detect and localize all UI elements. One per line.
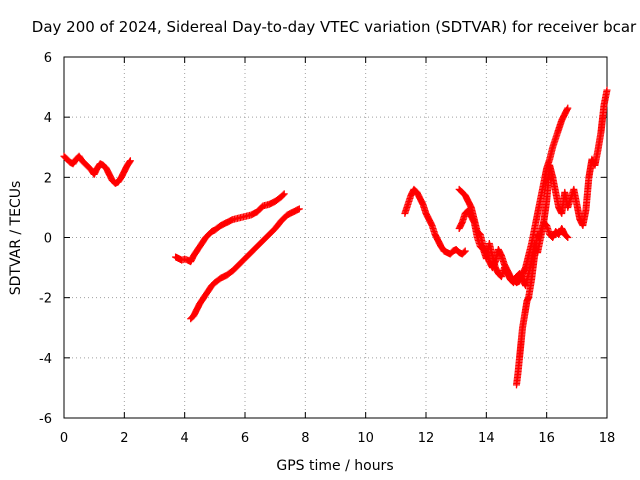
series-arc-c bbox=[187, 205, 303, 323]
data-point-marker bbox=[280, 190, 288, 198]
x-tick-label: 4 bbox=[181, 431, 189, 446]
x-tick-label: 16 bbox=[538, 431, 555, 446]
data-point-marker bbox=[126, 158, 134, 166]
series-arc-a bbox=[60, 152, 134, 187]
data-point-marker bbox=[461, 247, 469, 255]
data-point-marker bbox=[564, 104, 572, 112]
x-axis-ticks: 0 2 4 6 8 10 12 14 16 18 bbox=[60, 57, 615, 446]
data-point-marker bbox=[279, 191, 287, 199]
data-point-marker bbox=[460, 248, 468, 256]
data-point-marker bbox=[603, 86, 611, 94]
plot-frame bbox=[63, 56, 608, 419]
data-series bbox=[60, 86, 611, 389]
y-tick-label: 6 bbox=[44, 51, 52, 66]
y-axis-label: SDTVAR / TECUs bbox=[8, 181, 24, 296]
series-arc-d bbox=[401, 185, 469, 258]
x-tick-label: 18 bbox=[599, 431, 616, 446]
data-point-marker bbox=[126, 157, 134, 165]
data-point-marker bbox=[564, 234, 572, 241]
x-axis-label: GPS time / hours bbox=[276, 458, 393, 474]
data-point-marker bbox=[295, 205, 303, 213]
x-tick-label: 14 bbox=[478, 431, 495, 446]
data-point-marker bbox=[563, 232, 571, 240]
x-tick-label: 2 bbox=[120, 431, 128, 446]
y-tick-label: 4 bbox=[44, 111, 52, 126]
y-tick-label: -6 bbox=[39, 412, 52, 427]
y-axis-ticks: -6 -4 -2 0 2 4 6 bbox=[39, 51, 607, 427]
x-tick-label: 0 bbox=[60, 431, 68, 446]
x-tick-label: 10 bbox=[357, 431, 374, 446]
grid-lines bbox=[64, 57, 607, 418]
x-tick-label: 12 bbox=[418, 431, 435, 446]
y-tick-label: -2 bbox=[39, 292, 52, 307]
y-tick-label: -4 bbox=[39, 352, 52, 367]
x-tick-label: 8 bbox=[301, 431, 309, 446]
chart-title: Day 200 of 2024, Sidereal Day-to-day VTE… bbox=[32, 18, 637, 36]
y-tick-label: 2 bbox=[44, 171, 52, 186]
series-arc-b bbox=[172, 190, 288, 266]
y-tick-label: 0 bbox=[44, 232, 52, 247]
series-arc-g bbox=[513, 218, 572, 389]
x-tick-label: 6 bbox=[241, 431, 249, 446]
